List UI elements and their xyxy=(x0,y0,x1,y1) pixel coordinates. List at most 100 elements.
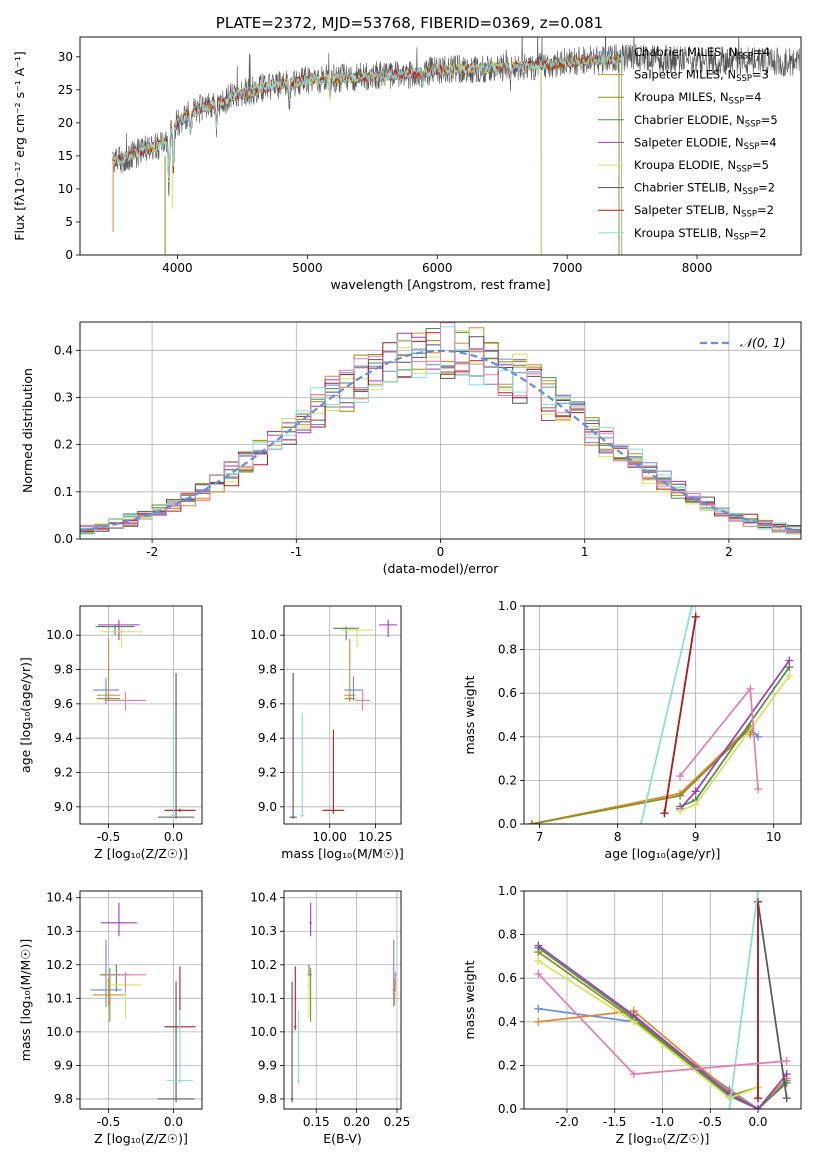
errorbar-point xyxy=(355,690,370,711)
legend-entry: Chabrier STELIB, NSSP=2 xyxy=(634,181,775,198)
spectrum-series-line xyxy=(112,60,542,255)
y-tick-label: 0.0 xyxy=(54,532,73,546)
panel-mass-vs-Z: -0.5 0.0 9.8 9.9 10.0 10.1 10.2 10.3 10.4 Z [log₁… xyxy=(18,890,203,1146)
plus-marker xyxy=(534,1004,543,1013)
plus-marker xyxy=(534,1017,543,1026)
weight-series xyxy=(660,612,700,818)
errorbar-point xyxy=(307,974,311,1019)
y-tick-label: 0.2 xyxy=(498,1058,517,1072)
weight-series xyxy=(534,969,791,1079)
weight-series xyxy=(527,721,755,824)
plus-marker xyxy=(676,806,685,815)
weight-lines xyxy=(527,606,794,824)
y-tick-label: 10.0 xyxy=(46,628,73,642)
plus-marker xyxy=(782,1094,791,1103)
plus-marker xyxy=(527,820,536,824)
plus-marker xyxy=(534,969,543,978)
legend-tail: =4 xyxy=(753,45,770,59)
axes-frame xyxy=(283,890,402,1110)
x-tick-label: 10.00 xyxy=(313,830,347,844)
x-tick-label: -1 xyxy=(290,545,302,559)
y-tick-label: 0.4 xyxy=(498,1015,517,1029)
errorbar-point xyxy=(379,619,398,637)
weight-series xyxy=(534,941,791,1109)
plus-marker xyxy=(637,820,646,824)
x-tick-label: -2 xyxy=(146,545,158,559)
y-tick-label: 10.3 xyxy=(250,924,277,938)
axes-frame xyxy=(523,605,802,825)
errorbar-point xyxy=(344,696,356,701)
x-tick-label: -1.0 xyxy=(651,1115,674,1129)
y-tick-label: 1.0 xyxy=(498,884,517,898)
y-tick-label: 0.8 xyxy=(498,643,517,657)
y-tick-label: 9.8 xyxy=(258,663,277,677)
errorbar-point xyxy=(394,971,397,992)
weight-series-line xyxy=(537,951,759,1097)
y-tick-label: 0.8 xyxy=(498,928,517,942)
plus-marker xyxy=(534,941,543,950)
y-tick-label: 1.0 xyxy=(498,599,517,613)
y-tick-label: 9.0 xyxy=(54,800,73,814)
normal-curve xyxy=(80,349,801,532)
x-axis-label: mass [log₁₀(M/M☉)] xyxy=(281,846,403,861)
errorbar-point xyxy=(166,1010,193,1084)
x-tick-label: 2 xyxy=(725,545,733,559)
weight-series-line xyxy=(640,606,693,824)
x-tick-label: 0 xyxy=(437,545,445,559)
y-tick-label: 25 xyxy=(58,83,73,97)
legend-entry: Kroupa STELIB, NSSP=2 xyxy=(634,226,766,243)
y-tick-label: 10.1 xyxy=(250,991,277,1005)
plus-marker xyxy=(687,606,696,610)
y-tick-label: 0.6 xyxy=(498,971,517,985)
spectrum-lines xyxy=(112,37,800,255)
plus-marker xyxy=(691,800,700,809)
weight-series-line xyxy=(531,726,752,824)
y-tick-label: 10 xyxy=(58,182,73,196)
legend-tail: =5 xyxy=(761,113,778,127)
y-tick-label: 30 xyxy=(58,50,73,64)
weight-series xyxy=(754,897,791,1103)
y-tick-label: 0.1 xyxy=(54,485,73,499)
plus-marker xyxy=(754,897,763,906)
x-tick-label: -1.5 xyxy=(603,1115,626,1129)
y-axis-label: Normed distribution xyxy=(20,368,35,493)
plus-marker xyxy=(660,809,669,818)
errorbars xyxy=(92,619,196,819)
legend-tail: =2 xyxy=(749,226,766,240)
y-tick-label: 9.8 xyxy=(258,1092,277,1106)
errorbar-point xyxy=(340,628,374,648)
legend-tail: =2 xyxy=(758,181,775,195)
y-tick-label: 9.9 xyxy=(54,1058,73,1072)
x-tick-label: 1 xyxy=(581,545,589,559)
legend-tail: =3 xyxy=(752,68,769,82)
y-tick-label: 10.0 xyxy=(250,1025,277,1039)
axes-frame xyxy=(523,890,802,1110)
x-tick-label: 7000 xyxy=(552,261,583,275)
x-axis-label: wavelength [Angstrom, rest frame] xyxy=(330,277,550,292)
errorbar-point xyxy=(95,624,135,636)
y-tick-label: 10.0 xyxy=(46,1025,73,1039)
plus-marker xyxy=(629,1070,638,1079)
y-axis-label: mass weight xyxy=(462,960,477,1039)
panel-age-vs-mass: 10.00 10.25 9.0 9.2 9.4 9.6 9.8 10.0 mass [log₁₀… xyxy=(250,605,404,861)
errorbars xyxy=(289,619,398,819)
x-axis-label: age [log₁₀(age/yr)] xyxy=(605,846,721,861)
y-tick-label: 5 xyxy=(65,215,73,229)
weight-series xyxy=(527,724,755,824)
errorbar-point xyxy=(290,981,294,1103)
y-axis-label: mass [log₁₀(M/M☉)] xyxy=(18,939,33,1061)
legend-entry: 𝒩(0, 1) xyxy=(740,335,786,350)
legend-name: Kroupa STELIB, N xyxy=(634,226,734,240)
legend-name: Kroupa ELODIE, N xyxy=(634,158,736,172)
spectrum-series-line xyxy=(112,52,623,255)
weight-series xyxy=(637,606,696,824)
weight-series-line xyxy=(728,891,759,1109)
weight-series xyxy=(725,891,763,1109)
y-tick-label: 9.0 xyxy=(258,800,277,814)
x-tick-label: 0.0 xyxy=(748,1115,767,1129)
x-tick-label: 6000 xyxy=(422,261,453,275)
plus-marker xyxy=(725,1094,734,1103)
legend-entry: Salpeter MILES, NSSP=3 xyxy=(634,68,769,85)
y-tick-label: 9.2 xyxy=(54,766,73,780)
